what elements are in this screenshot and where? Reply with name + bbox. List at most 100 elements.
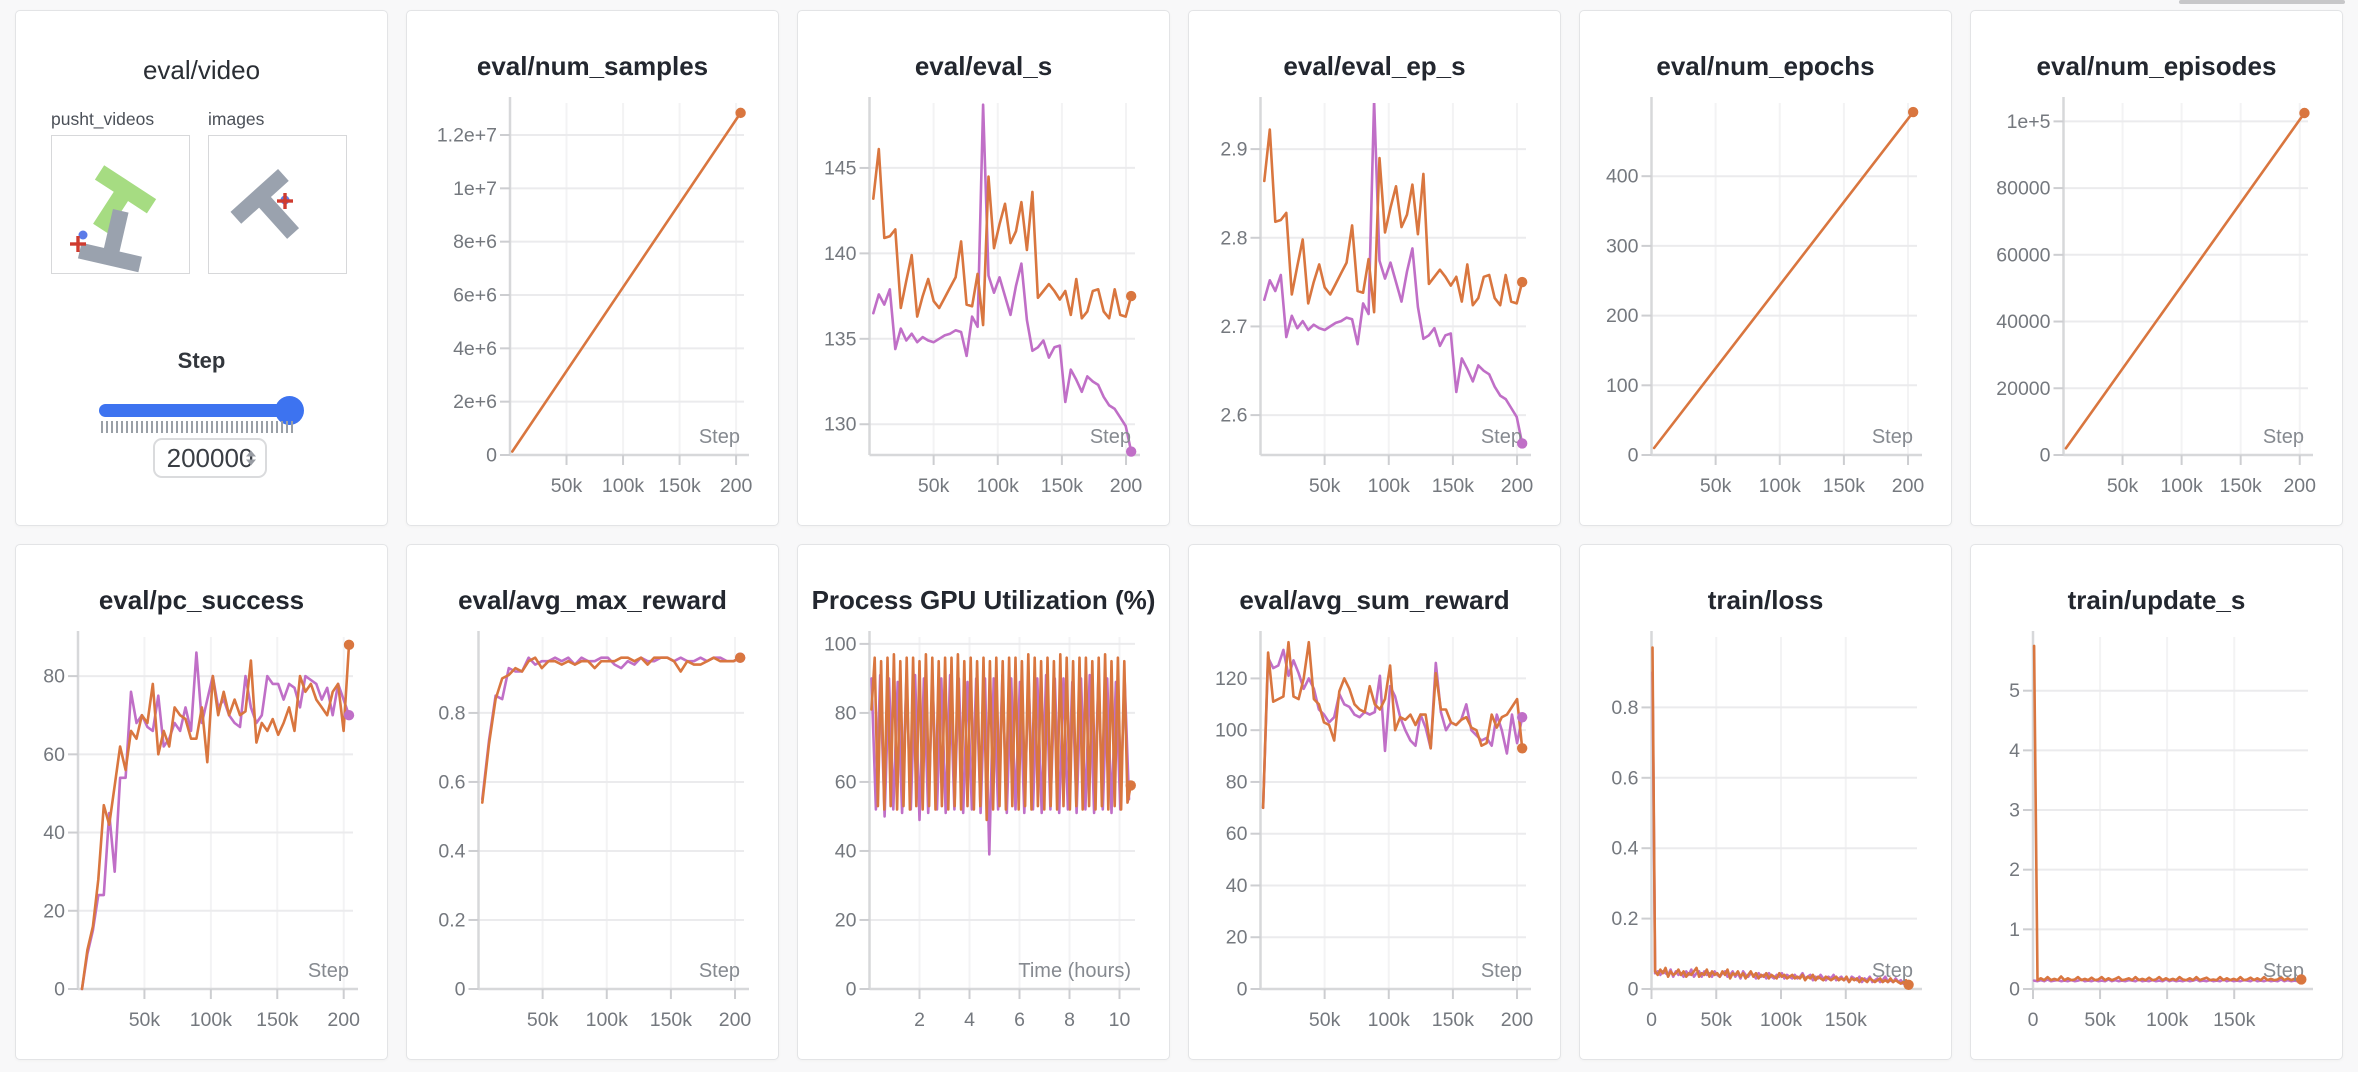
x-tick-label: 100k [190,1009,233,1031]
step-slider-thumb[interactable] [275,396,304,425]
x-tick-label: 200 [1501,475,1534,497]
purple-series-line[interactable] [1261,648,1524,810]
y-tick-label: 60 [1226,823,1248,845]
chart-title: eval/avg_max_reward [458,585,727,615]
x-tick-label: 50k [2084,1009,2116,1031]
x-tick-label: 150k [2213,1009,2256,1031]
pusht-video-thumbnail[interactable] [51,135,190,274]
orange-series-line[interactable] [1651,646,1910,987]
y-tick-label: 145 [824,157,857,179]
chart-title: eval/eval_ep_s [1283,51,1466,81]
x-tick-label: 0 [2028,1009,2039,1031]
orange-series-end-dot [2296,974,2307,985]
y-tick-label: 1.2e+7 [437,125,497,147]
step-slider[interactable] [99,404,302,417]
images-thumbnail[interactable] [208,135,347,274]
x-tick-label: 200 [2283,475,2316,497]
y-tick-label: 0 [2009,979,2020,1001]
chart-panel-eval-pc-success: eval/pc_success 0 20 40 60 80 50k 100k 150k 200 St… [15,544,388,1060]
chart-canvas[interactable]: 0 20 40 60 80 50k 100k 150k 200 Step [16,623,387,1051]
chart-title: eval/pc_success [98,585,305,615]
x-axis-label: Step [2263,426,2304,448]
chart-canvas[interactable]: 0 2e+6 4e+6 6e+6 8e+6 1e+7 1.2e+7 50k 100k 150k 20… [407,89,778,517]
y-tick-label: 2.6 [1220,405,1247,427]
orange-series-line[interactable] [1263,128,1524,314]
y-tick-label: 0 [2040,445,2051,467]
x-axis-label: Step [1481,426,1522,448]
horizontal-scrollbar-thumb[interactable] [2179,0,2345,4]
y-tick-label: 0 [1237,979,1248,1001]
y-tick-label: 400 [1606,166,1639,188]
x-tick-label: 6 [1014,1009,1025,1031]
chart-canvas[interactable]: 0 0.2 0.4 0.6 0.8 50k 100k 150k 200 Step [407,623,778,1051]
orange-series-line[interactable] [481,656,742,804]
orange-series-line[interactable] [1261,640,1524,810]
chart-canvas[interactable]: 0 20000 40000 60000 80000 1e+5 50k 100k 150k 200 S… [1971,89,2342,517]
x-tick-label: 8 [1064,1009,1075,1031]
images-frame [230,169,300,239]
x-tick-label: 200 [1501,1009,1534,1031]
orange-series-line[interactable] [1652,110,1915,450]
chart-title: train/update_s [2067,585,2246,615]
chart-canvas[interactable]: 0 1 2 3 4 5 0 50k 100k 150k Step [1971,623,2342,1051]
x-tick-label: 50k [551,475,583,497]
orange-series-line[interactable] [80,643,351,991]
chart-title: train/loss [1707,585,1824,615]
y-tick-label: 0 [455,979,466,1001]
x-axis-label: Step [699,960,740,982]
x-tick-label: 100k [1759,475,1802,497]
orange-series-end-dot [734,652,746,663]
step-input-value: 200000 [166,442,254,473]
y-tick-label: 40 [1226,875,1248,897]
x-tick-label: 50k [527,1009,559,1031]
step-input[interactable]: 200000 [153,438,267,478]
y-tick-label: 80000 [1996,178,2050,200]
x-axis-label: Step [1090,426,1131,448]
x-tick-label: 150k [1823,475,1866,497]
x-tick-label: 150k [1825,1009,1868,1031]
x-tick-label: 50k [1700,475,1732,497]
y-tick-label: 300 [1606,235,1639,257]
chart-canvas[interactable]: 0 0.2 0.4 0.6 0.8 0 50k 100k 150k Step [1580,623,1951,1051]
chart-title: eval/avg_sum_reward [1239,585,1510,615]
y-tick-label: 4 [2009,740,2020,762]
y-tick-label: 200 [1606,305,1639,327]
chart-title: eval/num_samples [476,51,709,81]
x-tick-label: 100k [1760,1009,1803,1031]
chart-canvas[interactable]: 0 20 40 60 80 100 2 4 6 8 10 Time (hours) [798,623,1169,1051]
y-tick-label: 80 [1226,771,1248,793]
y-tick-label: 135 [824,328,857,350]
x-axis-label: Step [1481,960,1522,982]
y-tick-label: 60 [835,771,857,793]
media-panel-eval-video: eval/video pusht_videos images [15,10,388,526]
purple-series-line[interactable] [1263,100,1524,445]
y-tick-label: 0 [1628,445,1639,467]
x-axis-label: Step [308,960,349,982]
chart-panel-eval-eval-s: eval/eval_s 130 135 140 145 50k 100k 150k 200 Ste… [797,10,1170,526]
stepper-arrows-icon[interactable] [246,450,256,466]
orange-series-line[interactable] [872,147,1133,327]
purple-series-line[interactable] [481,656,742,801]
chart-panel-eval-avg-sum-reward: eval/avg_sum_reward 0 20 40 60 80 100 120 50k 100… [1188,544,1561,1060]
x-tick-label: 100k [2146,1009,2189,1031]
chart-canvas[interactable]: 130 135 140 145 50k 100k 150k 200 Step [798,89,1169,517]
y-tick-label: 20 [835,909,857,931]
chart-canvas[interactable]: 0 20 40 60 80 100 120 50k 100k 150k 200 Step [1189,623,1560,1051]
orange-series-line[interactable] [870,652,1133,822]
chart-panel-train-loss: train/loss 0 0.2 0.4 0.6 0.8 0 50k 100k 150k Step [1579,544,1952,1060]
y-tick-label: 0 [1628,979,1639,1001]
step-slider-ticks [101,421,293,433]
orange-series-line[interactable] [2064,111,2306,450]
orange-series-line[interactable] [2032,644,2303,982]
x-tick-label: 200 [327,1009,360,1031]
chart-title: eval/num_episodes [2036,51,2277,81]
chart-canvas[interactable]: 2.6 2.7 2.8 2.9 50k 100k 150k 200 Step [1189,89,1560,517]
x-tick-label: 100k [586,1009,629,1031]
chart-canvas[interactable]: 0 100 200 300 400 50k 100k 150k 200 Step [1580,89,1951,517]
x-axis-label: Step [2263,960,2304,982]
orange-series-line[interactable] [511,111,742,453]
purple-series-line[interactable] [872,103,1133,453]
x-tick-label: 10 [1109,1009,1131,1031]
y-tick-label: 4e+6 [453,338,497,360]
x-axis-label: Step [1872,426,1913,448]
